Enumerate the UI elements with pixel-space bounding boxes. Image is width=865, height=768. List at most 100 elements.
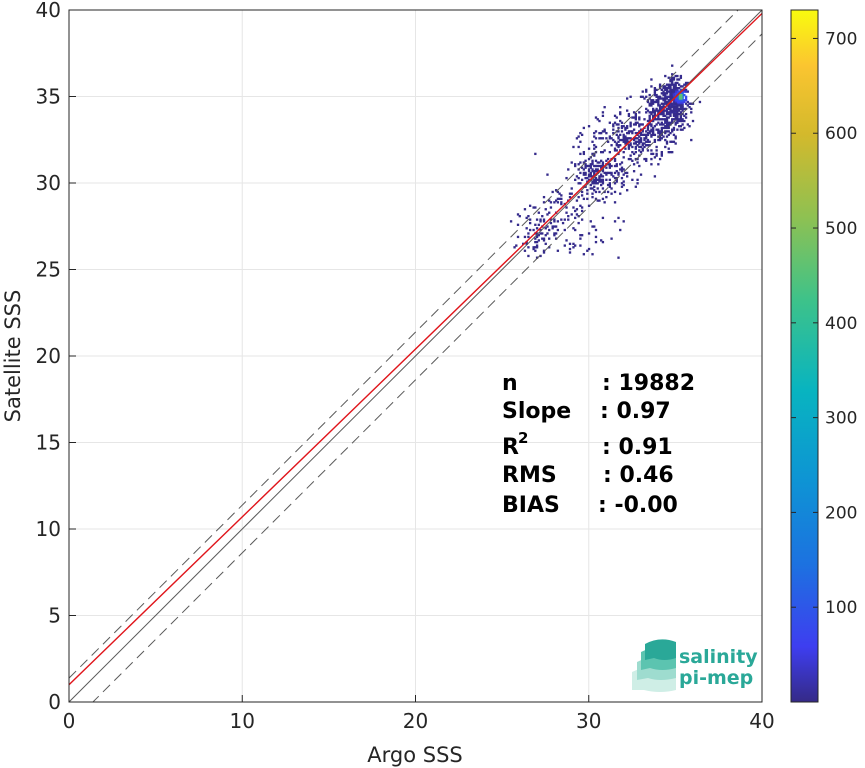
heatmap-cell: [553, 232, 556, 235]
heatmap-cell: [638, 138, 641, 142]
heatmap-cell: [657, 116, 660, 119]
heatmap-cell: [677, 90, 681, 93]
heatmap-cell: [625, 171, 629, 175]
heatmap-cell: [662, 99, 665, 102]
heatmap-cell: [582, 253, 586, 256]
heatmap-cell: [645, 135, 648, 138]
heatmap-cell: [641, 123, 644, 126]
heatmap-cell: [660, 102, 663, 105]
heatmap-cell: [651, 152, 655, 156]
heatmap-cell: [601, 137, 605, 140]
heatmap-cell: [544, 242, 547, 246]
heatmap-cell: [594, 182, 598, 185]
heatmap-cell: [610, 237, 613, 240]
heatmap-cell: [624, 147, 627, 150]
heatmap-cell: [653, 133, 657, 137]
heatmap-cell: [653, 112, 657, 116]
heatmap-cell: [629, 137, 632, 140]
heatmap-cell: [629, 95, 632, 98]
heatmap-cell: [677, 104, 681, 107]
heatmap-cell: [549, 221, 553, 225]
heatmap-cell: [619, 192, 622, 195]
heatmap-cell: [671, 109, 674, 112]
heatmap-cell: [679, 119, 683, 123]
heatmap-cell: [601, 111, 605, 114]
heatmap-cell: [684, 83, 688, 86]
heatmap-cell: [575, 175, 579, 178]
heatmap-cell: [593, 173, 596, 176]
heatmap-cell: [620, 138, 624, 142]
heatmap-cell: [681, 90, 684, 93]
heatmap-cell: [601, 163, 605, 166]
heatmap-cell: [634, 116, 637, 119]
stat-label-r2-sup: 2: [518, 429, 528, 447]
heatmap-cell: [653, 118, 657, 121]
heatmap-cell: [676, 118, 679, 121]
heatmap-cell: [664, 109, 667, 112]
heatmap-cell: [632, 111, 636, 114]
heatmap-cell: [627, 144, 631, 147]
heatmap-cell: [551, 227, 554, 230]
upper-bound-line: [69, 10, 739, 679]
heatmap-cell: [662, 109, 665, 112]
heatmap-cell: [679, 106, 683, 109]
heatmap-cell: [662, 104, 665, 107]
heatmap-cell: [549, 201, 553, 204]
heatmap-cell: [541, 232, 544, 235]
heatmap-cell: [645, 157, 648, 161]
heatmap-cell: [535, 232, 539, 235]
heatmap-cell: [653, 100, 657, 104]
heatmap-cell: [608, 183, 612, 187]
heatmap-cell: [617, 135, 620, 138]
heatmap-cell: [665, 95, 669, 98]
heatmap-cell: [676, 74, 679, 78]
heatmap-cell: [548, 246, 551, 249]
heatmap-cell: [634, 140, 637, 143]
heatmap-cell: [681, 119, 684, 123]
heatmap-cell: [676, 112, 679, 116]
heatmap-cell: [523, 208, 527, 211]
heatmap-cell: [641, 147, 644, 150]
stat-value-rms: : 0.46: [603, 463, 674, 488]
heatmap-cell: [570, 213, 573, 216]
heatmap-cell: [651, 133, 655, 137]
heatmap-cell: [677, 102, 681, 105]
heatmap-cell: [561, 221, 565, 225]
heatmap-cell: [598, 190, 601, 194]
heatmap-cell: [645, 144, 648, 147]
heatmap-cell: [664, 130, 667, 133]
heatmap-cell: [671, 104, 674, 107]
heatmap-cell: [613, 149, 617, 152]
heatmap-cell: [665, 100, 669, 104]
heatmap-cell: [587, 173, 591, 176]
heatmap-cell: [587, 175, 591, 178]
heatmap-cell: [577, 163, 580, 166]
heatmap-cell: [672, 100, 676, 104]
heatmap-cell: [679, 116, 683, 119]
heatmap-cell: [650, 152, 653, 156]
heatmap-cell: [639, 140, 643, 143]
heatmap-cell: [674, 114, 677, 117]
heatmap-cell: [672, 114, 676, 117]
heatmap-cell: [619, 144, 622, 147]
heatmap-cell: [669, 86, 672, 90]
heatmap-cell: [579, 204, 582, 207]
heatmap-cell: [671, 73, 674, 76]
heatmap-cell: [667, 130, 670, 133]
heatmap-cell: [537, 211, 540, 214]
heatmap-cell: [690, 107, 693, 111]
heatmap-cell: [676, 109, 679, 112]
heatmap-cell: [634, 185, 637, 188]
heatmap-cell: [542, 251, 546, 254]
heatmap-cell: [624, 142, 627, 145]
heatmap-cell: [601, 170, 605, 173]
heatmap-cell: [672, 85, 676, 88]
heatmap-cell: [677, 100, 681, 104]
heatmap-cell: [664, 93, 667, 97]
salinity-pi-mep-logo: salinity pi-mep: [632, 639, 758, 692]
heatmap-cell: [645, 159, 648, 162]
heatmap-cell: [665, 121, 669, 124]
heatmap-cell: [622, 133, 625, 137]
heatmap-cell: [648, 131, 651, 135]
heatmap-cell: [582, 173, 586, 176]
